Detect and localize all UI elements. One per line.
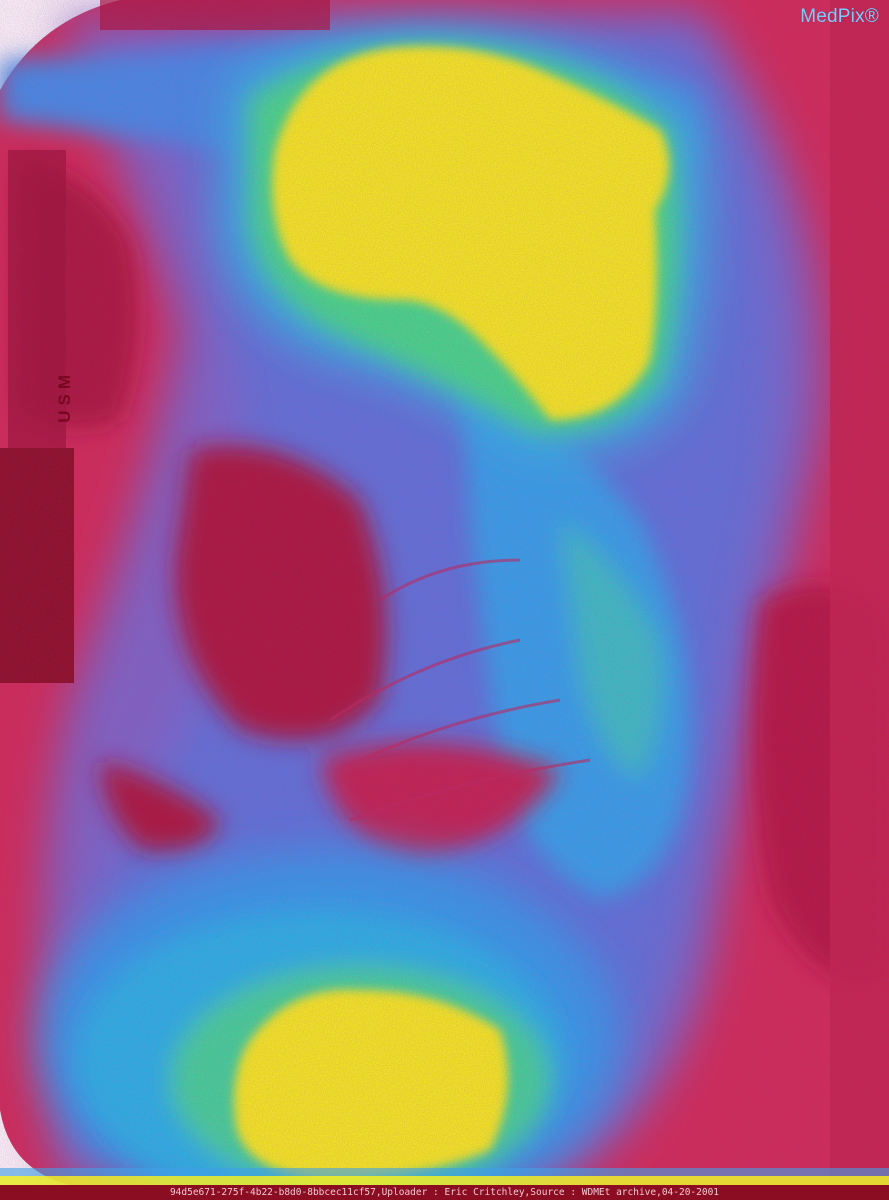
caption-bar: 94d5e671-275f-4b22-b8d0-8bbcec11cf57,Upl… [0, 1185, 889, 1200]
rib-lines [329, 558, 591, 822]
bottom-film-edge [0, 1176, 889, 1185]
medpix-watermark: MedPix® [800, 6, 879, 27]
bottom-film-halo [0, 1168, 889, 1176]
lead-marker-text: USM [55, 370, 74, 423]
image-caption: 94d5e671-275f-4b22-b8d0-8bbcec11cf57,Upl… [169, 1187, 720, 1198]
